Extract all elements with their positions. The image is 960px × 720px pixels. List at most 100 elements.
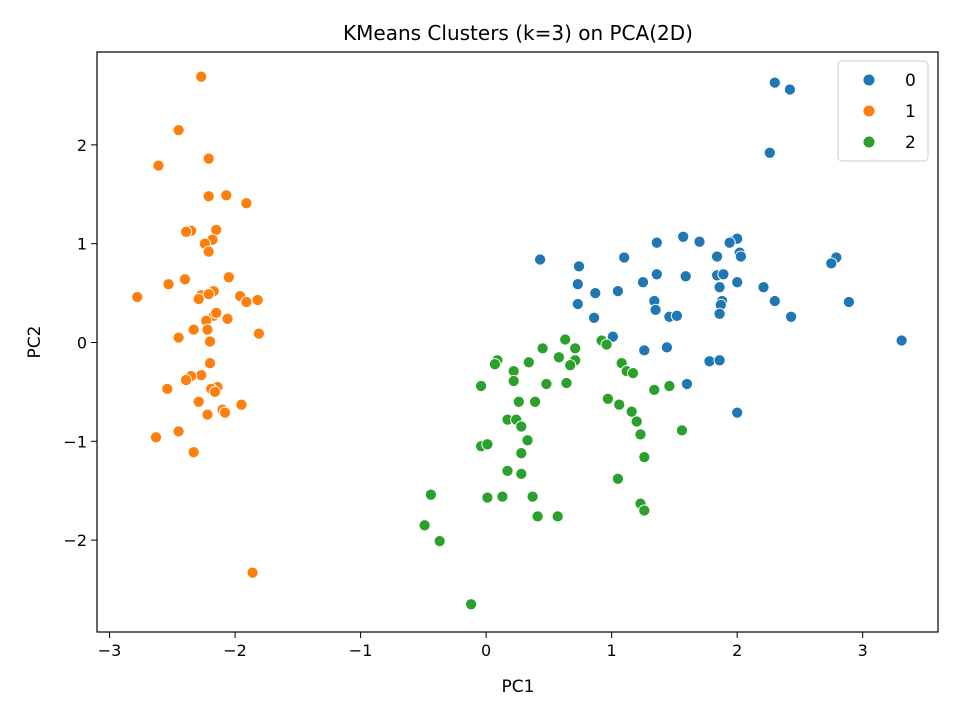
cluster-0-point-20 <box>717 268 730 281</box>
cluster-1-point-13 <box>178 273 191 286</box>
cluster-1-point-39 <box>208 385 222 398</box>
legend-box <box>837 60 929 162</box>
cluster-1-point-48 <box>187 446 200 459</box>
cluster-1-point-5 <box>220 189 233 202</box>
cluster-1-point-22 <box>240 295 253 309</box>
x-tick-label: 2 <box>732 641 742 660</box>
cluster-0-point-27 <box>611 285 624 298</box>
x-tick-label: −1 <box>349 641 373 660</box>
x-axis-ticks: −3 −2 −1 0 1 2 3 <box>98 632 868 660</box>
cluster-0-point-16 <box>572 260 586 273</box>
x-tick-label: −2 <box>223 641 247 660</box>
cluster-0-point-10 <box>734 250 747 263</box>
cluster-1-point-29 <box>201 323 214 336</box>
cluster-0-point-30 <box>768 294 781 308</box>
cluster-0-point-35 <box>713 307 726 320</box>
cluster-1-point-23 <box>251 293 264 307</box>
cluster-2-point-8 <box>522 356 535 369</box>
cluster-0-point-46 <box>680 377 694 391</box>
cluster-2-point-3 <box>569 342 582 355</box>
cluster-0-point-31 <box>842 295 855 309</box>
cluster-1-point-34 <box>195 369 208 382</box>
cluster-0-point-7 <box>723 236 736 249</box>
chart-title: KMeans Clusters (k=3) on PCA(2D) <box>343 21 693 45</box>
cluster-2-point-6 <box>488 358 501 371</box>
y-tick-label: 1 <box>77 235 87 254</box>
cluster-1-point-49 <box>246 566 259 579</box>
cluster-2-point-16 <box>475 379 488 393</box>
cluster-0-point-21 <box>636 276 650 289</box>
cluster-2-point-31 <box>675 424 688 437</box>
cluster-2-point-28 <box>630 415 643 428</box>
cluster-1-point-28 <box>187 323 200 336</box>
cluster-2-point-22 <box>529 395 542 408</box>
cluster-1-point-20 <box>192 292 205 306</box>
cluster-1-point-8 <box>180 225 193 238</box>
cluster-2-point-34 <box>481 438 494 451</box>
cluster-0-point-38 <box>785 310 798 323</box>
cluster-0-point-4 <box>693 235 706 248</box>
cluster-2-point-36 <box>638 451 651 464</box>
cluster-2-point-39 <box>611 472 624 485</box>
cluster-1-point-36 <box>180 373 193 387</box>
cluster-0-point-8 <box>650 236 663 249</box>
cluster-0-point-1 <box>783 83 796 96</box>
cluster-2-point-17 <box>540 377 553 391</box>
cluster-1-point-12 <box>202 245 215 258</box>
cluster-0-point-12 <box>711 250 724 263</box>
cluster-0-point-24 <box>757 281 770 294</box>
cluster-2-point-18 <box>560 376 573 390</box>
cluster-0-point-18 <box>679 270 692 283</box>
cluster-2-point-29 <box>515 420 528 433</box>
cluster-0-point-42 <box>638 344 651 357</box>
cluster-2-point-43 <box>526 490 539 503</box>
points-layer <box>131 70 908 611</box>
y-tick-label: 2 <box>77 136 87 155</box>
legend-label-2: 2 <box>905 133 916 153</box>
cluster-0-point-13 <box>534 253 547 266</box>
cluster-1-point-25 <box>210 306 223 319</box>
cluster-0-point-17 <box>650 268 663 281</box>
y-tick-label: 0 <box>77 333 87 352</box>
cluster-1-point-17 <box>131 290 144 304</box>
cluster-1-point-42 <box>235 398 248 411</box>
cluster-0-point-44 <box>703 355 716 368</box>
cluster-1-point-30 <box>252 327 265 340</box>
cluster-0-point-2 <box>763 146 776 159</box>
x-tick-label: 3 <box>858 641 868 660</box>
cluster-0-point-41 <box>895 334 908 347</box>
cluster-0-point-47 <box>731 406 744 419</box>
cluster-2-point-13 <box>626 367 640 380</box>
y-axis-ticks: −2 −1 0 1 2 <box>63 136 97 550</box>
legend-label-0: 0 <box>905 71 916 91</box>
cluster-2-point-2 <box>600 338 613 351</box>
cluster-2-point-35 <box>515 447 528 460</box>
cluster-2-point-41 <box>481 491 494 504</box>
cluster-2-point-25 <box>625 405 638 418</box>
cluster-0-point-34 <box>649 303 662 316</box>
cluster-2-point-21 <box>512 395 525 408</box>
cluster-2-point-19 <box>663 379 676 393</box>
cluster-1-point-26 <box>221 312 234 325</box>
cluster-2-point-24 <box>613 398 626 411</box>
cluster-0-point-0 <box>768 76 781 89</box>
legend-label-1: 1 <box>905 102 916 122</box>
cluster-1-point-41 <box>192 395 205 408</box>
cluster-2-point-50 <box>465 598 478 611</box>
cluster-2-point-38 <box>515 467 528 480</box>
legend-marker-1 <box>862 104 876 118</box>
y-tick-label: −2 <box>63 531 87 550</box>
cluster-2-point-47 <box>551 510 564 523</box>
x-tick-label: −3 <box>98 641 122 660</box>
x-tick-label: 1 <box>607 641 617 660</box>
cluster-2-point-20 <box>648 383 661 396</box>
cluster-2-point-4 <box>536 342 549 355</box>
cluster-2-point-10 <box>564 359 577 372</box>
cluster-1-point-3 <box>152 159 165 172</box>
cluster-2-point-42 <box>496 490 509 503</box>
cluster-0-point-11 <box>618 251 631 264</box>
cluster-1-point-19 <box>202 288 215 301</box>
cluster-1-point-1 <box>172 124 185 137</box>
